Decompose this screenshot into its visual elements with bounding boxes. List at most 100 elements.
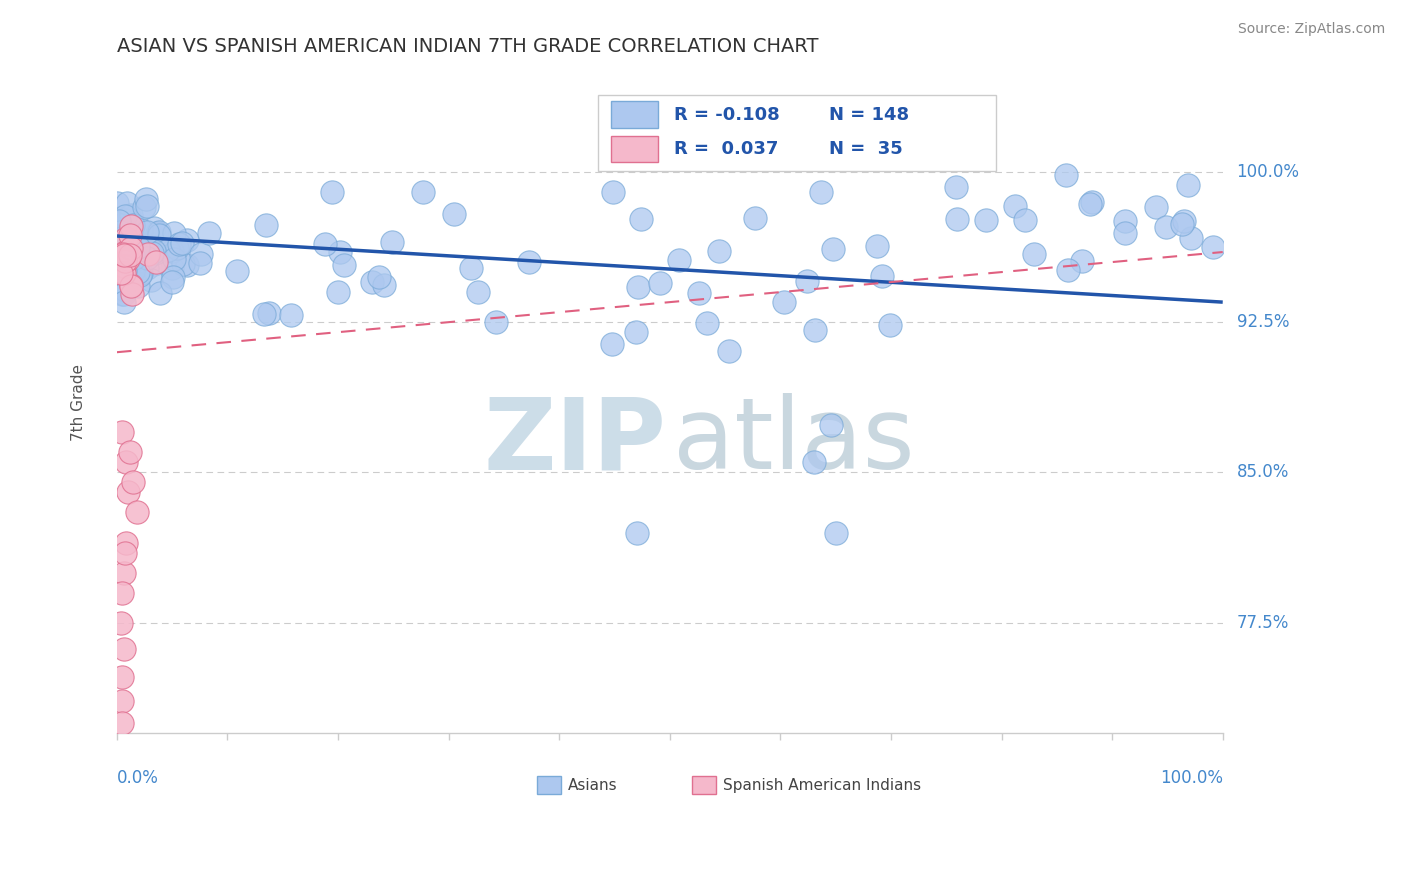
Point <box>148 228 170 243</box>
Point <box>111 231 134 245</box>
Point <box>114 209 136 223</box>
Point <box>108 225 131 239</box>
Point <box>132 200 155 214</box>
Point <box>120 279 142 293</box>
Point <box>120 219 142 233</box>
Point <box>1177 178 1199 192</box>
Text: 100.0%: 100.0% <box>1237 163 1299 181</box>
Point <box>824 525 846 540</box>
Point <box>146 227 169 241</box>
Point <box>602 185 624 199</box>
Point <box>329 245 352 260</box>
Point <box>648 276 671 290</box>
Point <box>111 715 134 730</box>
Point <box>111 265 134 279</box>
Point <box>136 225 159 239</box>
Point <box>717 343 740 358</box>
Point <box>112 252 135 267</box>
Point <box>668 252 690 267</box>
Point <box>367 269 389 284</box>
Point <box>139 273 162 287</box>
Text: 100.0%: 100.0% <box>1160 769 1223 788</box>
Point <box>1114 213 1136 227</box>
Point <box>120 208 142 222</box>
Point <box>111 237 134 252</box>
Point <box>280 309 302 323</box>
Point <box>773 295 796 310</box>
Text: Spanish American Indians: Spanish American Indians <box>723 778 921 793</box>
Point <box>160 244 183 259</box>
Point <box>1114 226 1136 240</box>
Point <box>112 566 135 580</box>
Point <box>112 260 135 274</box>
Point <box>124 244 146 259</box>
Point <box>162 270 184 285</box>
Point <box>696 317 718 331</box>
Point <box>107 214 129 228</box>
Point <box>190 246 212 260</box>
Point <box>111 585 134 599</box>
Point <box>127 265 149 279</box>
Point <box>112 247 135 261</box>
Point <box>111 287 134 301</box>
Text: ASIAN VS SPANISH AMERICAN INDIAN 7TH GRADE CORRELATION CHART: ASIAN VS SPANISH AMERICAN INDIAN 7TH GRA… <box>117 37 818 56</box>
Point <box>803 455 825 469</box>
Point <box>467 285 489 300</box>
Point <box>122 253 145 268</box>
Point <box>160 260 183 275</box>
Point <box>121 242 143 256</box>
Point <box>198 227 221 241</box>
Point <box>879 318 901 332</box>
Point <box>127 239 149 253</box>
Text: 85.0%: 85.0% <box>1237 464 1289 482</box>
Point <box>110 255 132 269</box>
Point <box>120 240 142 254</box>
Point <box>122 251 145 265</box>
Point <box>142 221 165 235</box>
Point <box>412 185 434 199</box>
Point <box>114 244 136 259</box>
Point <box>176 233 198 247</box>
Point <box>626 525 648 540</box>
Point <box>118 248 141 262</box>
Point <box>176 258 198 272</box>
Point <box>114 545 136 559</box>
Point <box>110 274 132 288</box>
Point <box>129 223 152 237</box>
Text: R =  0.037: R = 0.037 <box>675 140 779 158</box>
Point <box>945 180 967 194</box>
Point <box>630 211 652 226</box>
Point <box>110 266 132 280</box>
Point <box>1057 263 1080 277</box>
Point <box>326 285 349 300</box>
Point <box>810 185 832 199</box>
Text: atlas: atlas <box>673 393 915 491</box>
Point <box>135 260 157 275</box>
Text: N =  35: N = 35 <box>830 140 903 158</box>
Point <box>112 286 135 301</box>
Point <box>129 253 152 268</box>
Point <box>117 225 139 239</box>
Point <box>143 257 166 271</box>
Point <box>143 245 166 260</box>
Point <box>145 255 167 269</box>
Point <box>112 295 135 310</box>
Point <box>111 230 134 244</box>
Point <box>120 228 142 243</box>
Point <box>121 287 143 301</box>
Point <box>381 235 404 249</box>
Point <box>111 222 134 236</box>
Point <box>373 277 395 292</box>
Point <box>115 262 138 277</box>
Point <box>110 250 132 264</box>
Point <box>112 641 135 656</box>
Point <box>124 239 146 253</box>
Point <box>796 274 818 288</box>
Point <box>120 227 142 242</box>
Point <box>110 615 132 630</box>
Point <box>127 247 149 261</box>
Point <box>167 236 190 251</box>
Point <box>1071 253 1094 268</box>
Point <box>117 231 139 245</box>
Point <box>111 425 134 440</box>
